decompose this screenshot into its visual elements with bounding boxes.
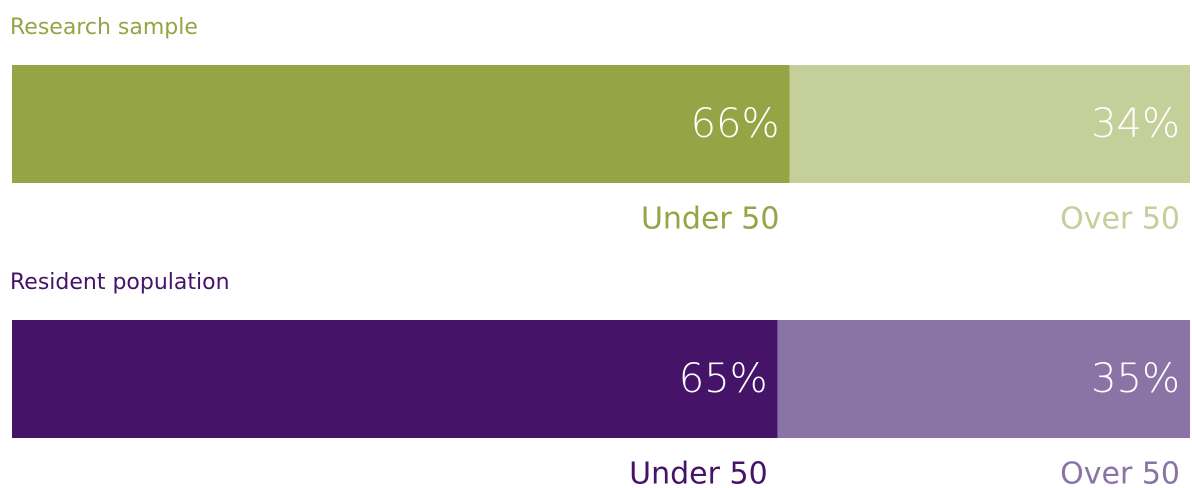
bar-segment: [777, 320, 1190, 438]
value-label: 35%: [1091, 356, 1180, 402]
chart-title: Resident population: [10, 270, 230, 295]
legend-label: Over 50: [1060, 202, 1180, 237]
value-label: 34%: [1091, 101, 1180, 147]
bar-segment: [789, 65, 1190, 183]
legend-label: Over 50: [1060, 457, 1180, 488]
value-label: 65%: [679, 356, 768, 402]
legend-label: Under 50: [629, 457, 768, 488]
bar-segment: [12, 320, 778, 438]
chart-title: Research sample: [10, 15, 198, 40]
legend-label: Under 50: [641, 202, 780, 237]
value-label: 66%: [691, 101, 780, 147]
bar-segment: [12, 65, 790, 183]
